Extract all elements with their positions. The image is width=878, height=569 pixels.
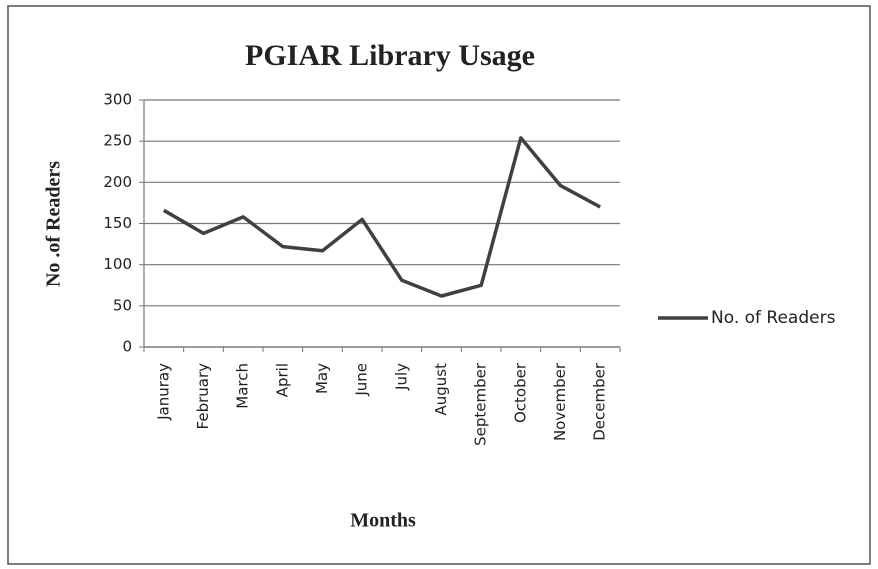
x-tick-label: November (551, 362, 569, 441)
x-axis-label: Months (350, 510, 416, 532)
x-tick-label: August (432, 363, 450, 416)
x-tick-label: Januray (154, 363, 172, 421)
x-tick-label: June (353, 363, 371, 397)
y-tick-label: 300 (103, 91, 132, 109)
x-tick-label: September (472, 362, 490, 446)
y-tick-label: 0 (122, 338, 132, 356)
chart-title: PGIAR Library Usage (245, 39, 535, 72)
x-tick-label: April (273, 363, 291, 397)
x-tick-label: March (234, 363, 252, 409)
data-line (162, 136, 602, 298)
y-tick-label: 50 (113, 296, 132, 314)
chart-frame (7, 5, 871, 565)
y-axis-label: No .of Readers (43, 161, 65, 287)
x-tick-label: July (392, 363, 410, 391)
x-tick-label: December (591, 362, 609, 441)
y-tick-label: 250 (103, 132, 132, 150)
x-tick-label: February (194, 363, 212, 430)
y-tick-label: 100 (103, 255, 132, 273)
x-tick-label: May (313, 363, 331, 394)
y-tick-label: 150 (103, 214, 132, 232)
y-tick-label: 200 (103, 173, 132, 191)
legend-label: No. of Readers (711, 308, 836, 328)
x-tick-label: October (511, 362, 529, 423)
